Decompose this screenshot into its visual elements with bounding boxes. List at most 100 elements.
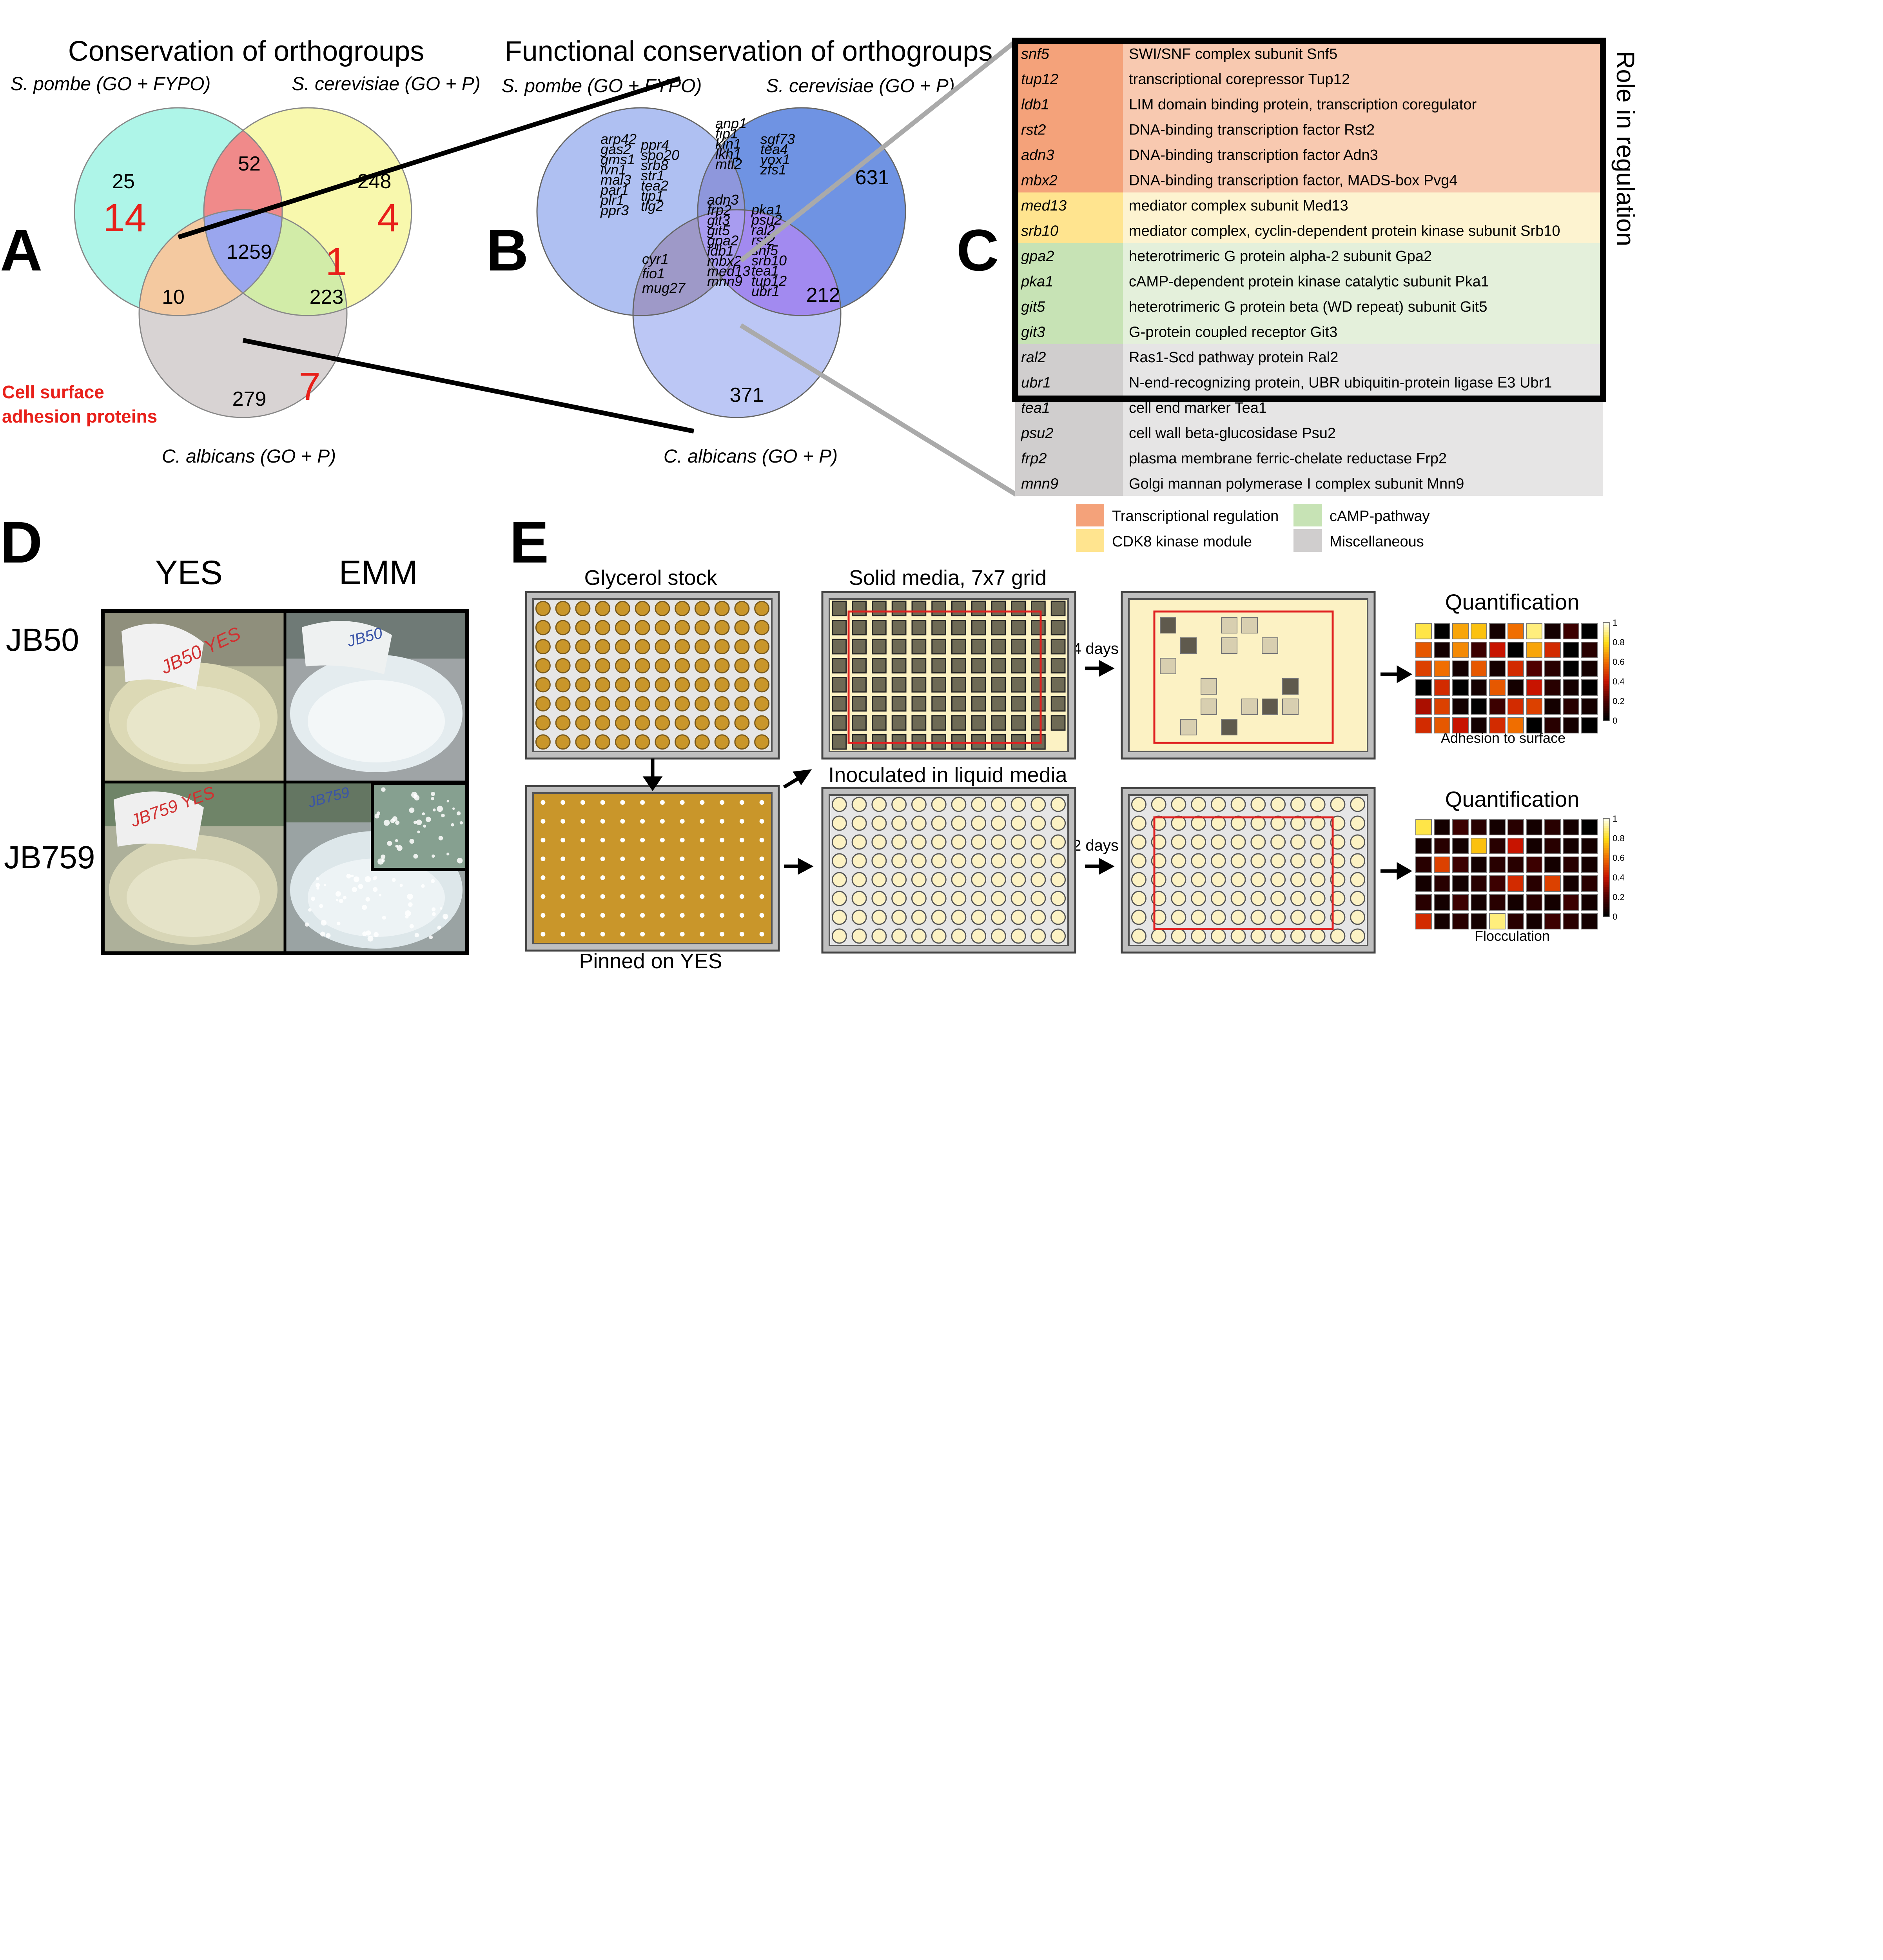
role-row-desc: Golgi mannan polymerase I complex subuni… bbox=[1129, 476, 1464, 492]
pinned-colony bbox=[852, 601, 867, 617]
remaining-colony bbox=[1180, 637, 1197, 654]
plate-solid-media bbox=[821, 591, 1076, 760]
role-side-label: Role in regulation bbox=[1611, 51, 1640, 246]
floc-particle bbox=[416, 819, 422, 825]
plate-well bbox=[555, 677, 571, 693]
plate-well bbox=[640, 894, 645, 899]
plate-well bbox=[541, 857, 546, 861]
plate-well bbox=[660, 819, 665, 824]
plate-well bbox=[1330, 909, 1346, 925]
plate-well bbox=[595, 639, 611, 655]
gene-name: tea1 bbox=[751, 263, 779, 279]
plate-liquid-media bbox=[821, 787, 1076, 954]
legend-swatch bbox=[1076, 504, 1104, 526]
plate-well bbox=[640, 838, 645, 842]
heatmap-cell bbox=[1415, 875, 1432, 892]
pinned-colony bbox=[991, 658, 1006, 673]
label-pinned-on-yes: Pinned on YES bbox=[579, 949, 722, 973]
plate-well bbox=[931, 928, 947, 944]
floc-particle bbox=[319, 904, 323, 908]
gene-name: kin1 bbox=[715, 136, 741, 152]
gene-name: psu2 bbox=[751, 212, 782, 228]
pinned-colony bbox=[852, 677, 867, 693]
heatmap-cell bbox=[1489, 717, 1506, 733]
heatmap-cell bbox=[1489, 698, 1506, 715]
colorbar-step bbox=[1603, 639, 1609, 642]
role-row-gene-cell bbox=[1015, 243, 1123, 269]
colorbar-step bbox=[1603, 662, 1609, 665]
heatmap-cell bbox=[1507, 913, 1524, 929]
role-row-gene: frp2 bbox=[1021, 450, 1047, 467]
gene-name: pka1 bbox=[751, 201, 782, 218]
heatmap-cell bbox=[1507, 838, 1524, 854]
plate-well bbox=[951, 797, 967, 812]
role-row-gene-cell bbox=[1015, 192, 1123, 218]
plate-well bbox=[700, 819, 705, 824]
plate-well bbox=[1350, 834, 1366, 850]
remaining-colony bbox=[1160, 658, 1176, 674]
pinned-colony bbox=[891, 620, 907, 635]
pinned-colony bbox=[1031, 601, 1046, 617]
plate-well bbox=[1030, 797, 1046, 812]
plate-well bbox=[971, 815, 987, 831]
plate-well bbox=[561, 932, 566, 936]
heatmap-cell bbox=[1434, 819, 1450, 835]
pinned-colony bbox=[1050, 677, 1066, 693]
gene-name: arp42 bbox=[600, 131, 637, 147]
plate-well bbox=[541, 932, 546, 936]
plate-well bbox=[1270, 928, 1286, 944]
plate-well bbox=[675, 677, 690, 693]
floc-particle bbox=[381, 787, 386, 792]
plate-well bbox=[1230, 909, 1246, 925]
plate-well bbox=[739, 932, 744, 936]
role-row-desc: mediator complex subunit Med13 bbox=[1129, 198, 1348, 214]
plate-well bbox=[1290, 872, 1306, 887]
colorbar-step bbox=[1603, 698, 1609, 701]
plate-well bbox=[1210, 853, 1226, 869]
plate-well bbox=[831, 909, 847, 925]
panel-e: E Glycerol stock Pinned on YES Solid med… bbox=[510, 509, 1625, 973]
heatmap-cell bbox=[1415, 819, 1432, 835]
floc-particle bbox=[395, 820, 400, 825]
plate-well bbox=[1330, 891, 1346, 906]
role-row-desc-cell bbox=[1123, 344, 1603, 370]
gene-name: tlg2 bbox=[641, 198, 664, 214]
colorbar-step bbox=[1603, 860, 1609, 863]
role-row-desc: plasma membrane ferric-chelate reductase… bbox=[1129, 450, 1447, 467]
plate-well bbox=[971, 872, 987, 887]
plate-well bbox=[694, 734, 710, 750]
plate-well bbox=[990, 797, 1006, 812]
colorbar-step bbox=[1603, 696, 1609, 699]
plate-well bbox=[600, 819, 605, 824]
heatmap-cell bbox=[1415, 894, 1432, 911]
floc-particle bbox=[413, 854, 418, 859]
heatmap-cell bbox=[1471, 819, 1487, 835]
plate-well bbox=[1010, 853, 1026, 869]
plate-well bbox=[541, 913, 546, 918]
plate-well bbox=[694, 620, 710, 635]
role-row-desc-cell bbox=[1123, 243, 1603, 269]
role-row-gene: med13 bbox=[1021, 198, 1067, 214]
floc-particle bbox=[381, 854, 386, 859]
plate-well bbox=[635, 601, 650, 616]
pinned-colony bbox=[891, 639, 907, 655]
plate-well bbox=[555, 715, 571, 731]
pinned-colony bbox=[832, 658, 847, 673]
plate-well bbox=[720, 913, 725, 918]
plate-well bbox=[734, 734, 750, 750]
colorbar-step bbox=[1603, 850, 1609, 853]
plate-well bbox=[635, 734, 650, 750]
colorbar-step bbox=[1603, 855, 1609, 858]
heatmap-cell bbox=[1471, 717, 1487, 733]
role-row-gene: rst2 bbox=[1021, 122, 1046, 138]
heatmap-cell bbox=[1563, 661, 1579, 677]
floc-particle bbox=[366, 930, 371, 936]
colorbar-step bbox=[1603, 676, 1609, 679]
plate-well bbox=[1270, 872, 1286, 887]
plate-well bbox=[951, 872, 967, 887]
plate-well bbox=[561, 894, 566, 899]
colorbar-step bbox=[1603, 907, 1609, 910]
gene-name: par1 bbox=[600, 182, 629, 198]
pinned-colony bbox=[991, 601, 1006, 617]
colorbar-step bbox=[1603, 833, 1609, 836]
